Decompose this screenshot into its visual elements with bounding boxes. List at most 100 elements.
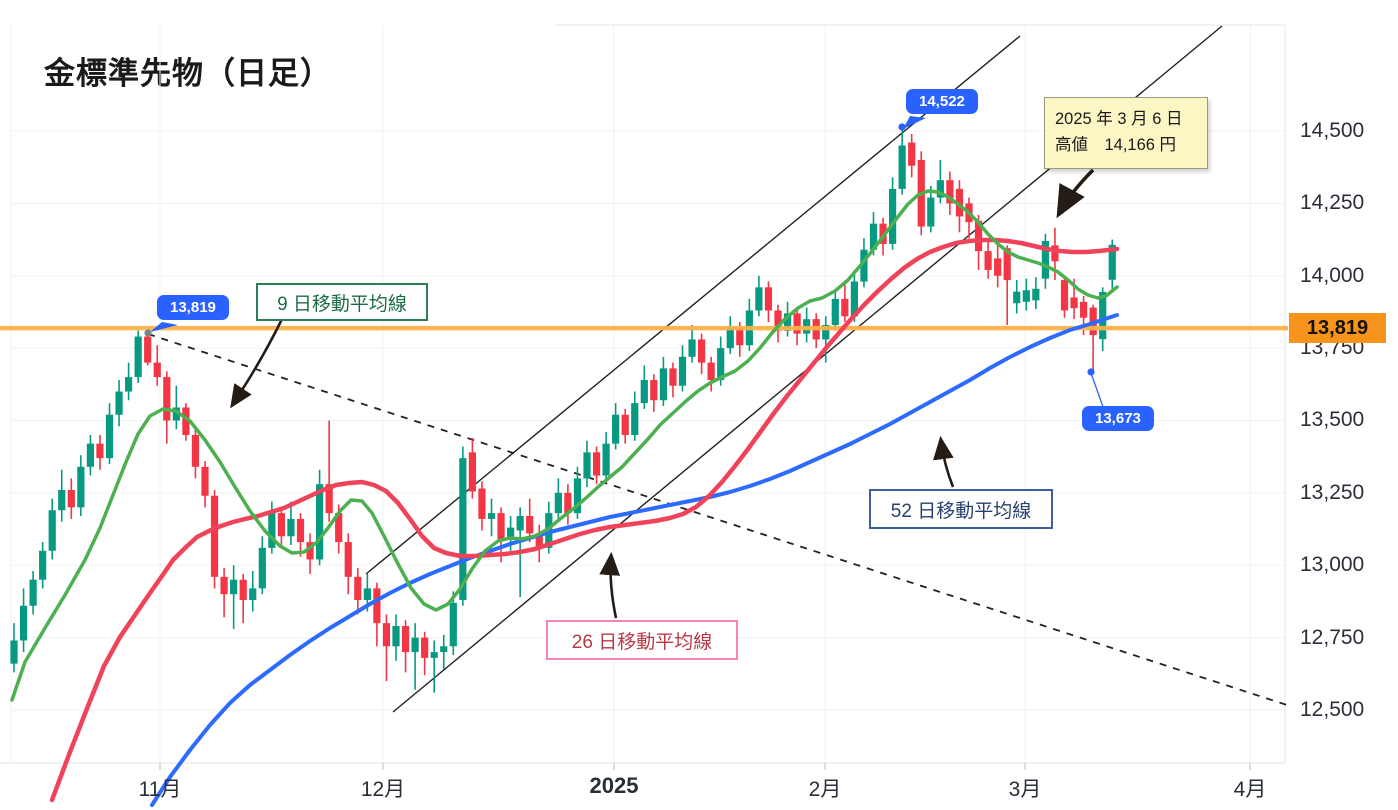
- candle-body: [230, 579, 238, 595]
- candle-body: [382, 623, 391, 647]
- badge-tail: [903, 116, 926, 129]
- candle-body: [1070, 297, 1078, 309]
- candle-body: [631, 403, 639, 435]
- candle-body: [717, 348, 725, 380]
- candle-body: [1080, 301, 1088, 318]
- x-axis-label: 3月: [1008, 778, 1042, 801]
- candle-body: [1032, 288, 1040, 301]
- candle-body: [105, 414, 114, 459]
- candle-body: [344, 542, 352, 577]
- marker-dot-low-13673: [1087, 368, 1095, 376]
- candle-body: [487, 513, 496, 519]
- candle-body: [841, 298, 849, 317]
- arrow-highlight: [1056, 168, 1095, 219]
- candle-body: [1060, 280, 1069, 311]
- candle-body: [48, 510, 56, 551]
- candle-body: [411, 637, 419, 653]
- candle-body: [1003, 248, 1011, 281]
- candle-body: [115, 391, 123, 415]
- candle-body: [449, 602, 457, 647]
- candle-body: [77, 466, 85, 508]
- current-price-axis-badge: 13,819: [1289, 313, 1386, 343]
- candle-body: [468, 452, 476, 492]
- candle-body: [793, 313, 801, 334]
- candle-body: [10, 640, 18, 664]
- candle-body: [258, 547, 266, 589]
- candle-body: [497, 513, 505, 540]
- candle-body: [29, 579, 37, 606]
- candle-body: [831, 298, 839, 325]
- candle-body: [516, 516, 524, 531]
- ma52-label-text: 52 日移動平均線: [890, 500, 1032, 522]
- candle-body: [172, 407, 180, 421]
- candle-body: [927, 197, 935, 227]
- candle-body: [707, 362, 715, 380]
- candle-body: [96, 443, 104, 459]
- ma26-label-box: 26 日移動平均線: [546, 620, 738, 660]
- price-marker-badge-13673: 13,673: [1082, 406, 1154, 431]
- candle-body: [249, 588, 257, 600]
- candle-body: [421, 637, 429, 658]
- candle-body: [650, 379, 658, 401]
- candle-body: [182, 407, 190, 435]
- y-axis-label: 14,250: [1300, 191, 1365, 215]
- candle-body: [898, 145, 906, 189]
- candle-body: [507, 527, 515, 540]
- y-axis-label: 12,500: [1300, 697, 1365, 721]
- candle-body: [459, 458, 467, 600]
- candle-body: [239, 579, 247, 600]
- candle-body: [726, 327, 734, 349]
- candle-body: [822, 324, 830, 340]
- candle-body: [640, 379, 648, 404]
- y-axis-label: 14,000: [1300, 263, 1365, 287]
- candle-body: [430, 652, 438, 658]
- candle-body: [1099, 291, 1107, 340]
- candle-body: [564, 492, 572, 514]
- candle-body: [994, 258, 1002, 276]
- candle-body: [736, 327, 744, 346]
- y-axis-label: 13,250: [1300, 480, 1365, 504]
- candle-body: [583, 452, 591, 479]
- candle-body: [363, 588, 371, 600]
- x-axis-label: 2025: [589, 773, 639, 798]
- candle-body: [296, 518, 305, 543]
- y-axis-label: 13,000: [1300, 553, 1365, 577]
- badge-tail: [150, 322, 178, 332]
- candle-body: [268, 513, 276, 548]
- arrow-ma9: [230, 318, 284, 409]
- candle-body: [1108, 244, 1116, 280]
- highlight-date: 2025 年 3 月 6 日: [1055, 110, 1183, 128]
- y-axis-label: 14,500: [1300, 119, 1365, 142]
- candle-body: [526, 516, 534, 534]
- y-axis-label: 13,500: [1300, 408, 1365, 432]
- price-marker-badge-14522: 14,522: [906, 89, 978, 114]
- ma-line-9d: [10, 189, 1119, 702]
- candle-body: [125, 377, 133, 392]
- candle-body: [974, 220, 983, 252]
- marker-dot-high-14522: [898, 123, 906, 131]
- arrow-ma52: [933, 435, 955, 488]
- x-axis-label: 12月: [360, 778, 406, 801]
- candle-body: [354, 576, 362, 600]
- ma-line-26d: [49, 237, 1120, 803]
- candle-body: [1041, 241, 1049, 279]
- candle-body: [573, 478, 582, 514]
- candle-body: [698, 339, 706, 363]
- trendline-descending-resistance: [147, 333, 1291, 707]
- candle-body: [144, 336, 152, 363]
- page-title: 金標準先物（日足）: [44, 56, 332, 91]
- candle-body: [58, 489, 66, 511]
- candle-body: [554, 492, 562, 514]
- candle-body: [1013, 291, 1021, 304]
- candle-body: [869, 223, 878, 250]
- candle-body: [191, 434, 200, 467]
- candle-body: [373, 588, 381, 624]
- highlight-price: 高値 14,166 円: [1055, 135, 1177, 154]
- highlight-annotation-box: 2025 年 3 月 6 日 高値 14,166 円: [1044, 97, 1208, 169]
- candle-body: [783, 313, 792, 331]
- candle-body: [535, 533, 543, 548]
- candle-body: [67, 489, 75, 508]
- candle-body: [163, 377, 171, 421]
- candle-body: [316, 484, 324, 560]
